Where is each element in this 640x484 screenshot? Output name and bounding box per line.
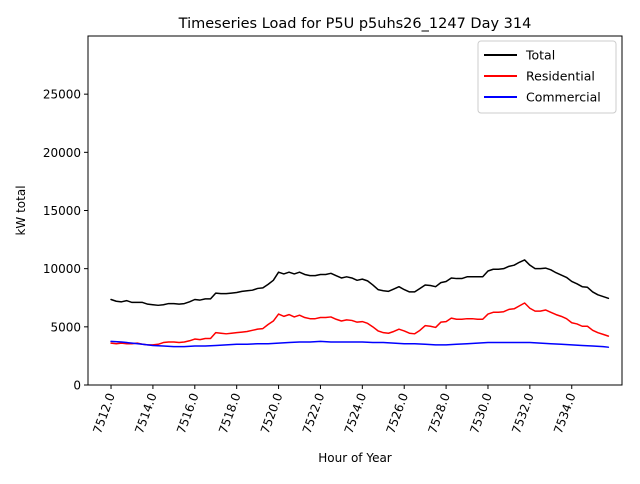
y-tick-label: 5000	[50, 320, 81, 334]
series-line-total	[110, 259, 610, 307]
y-tick-label: 0	[73, 379, 81, 393]
legend-box	[477, 40, 617, 114]
legend-label-commercial: Commercial	[526, 90, 601, 105]
y-tick-label: 10000	[43, 262, 81, 276]
legend: Total Residential Commercial	[477, 40, 617, 114]
series-line-commercial	[110, 340, 610, 348]
legend-label-total: Total	[525, 48, 555, 63]
x-axis-label: Hour of Year	[318, 451, 392, 465]
y-tick-label: 25000	[43, 88, 81, 102]
y-tick-label: 15000	[43, 204, 81, 218]
y-tick-label: 20000	[43, 146, 81, 160]
legend-label-residential: Residential	[526, 69, 595, 84]
series-line-residential	[110, 302, 610, 346]
y-axis-label: kW total	[14, 185, 28, 235]
series-layer	[110, 259, 610, 348]
y-axis: 0 5000 10000 15000 20000 25000	[43, 88, 88, 393]
chart-title: Timeseries Load for P5U p5uhs26_1247 Day…	[178, 16, 532, 32]
